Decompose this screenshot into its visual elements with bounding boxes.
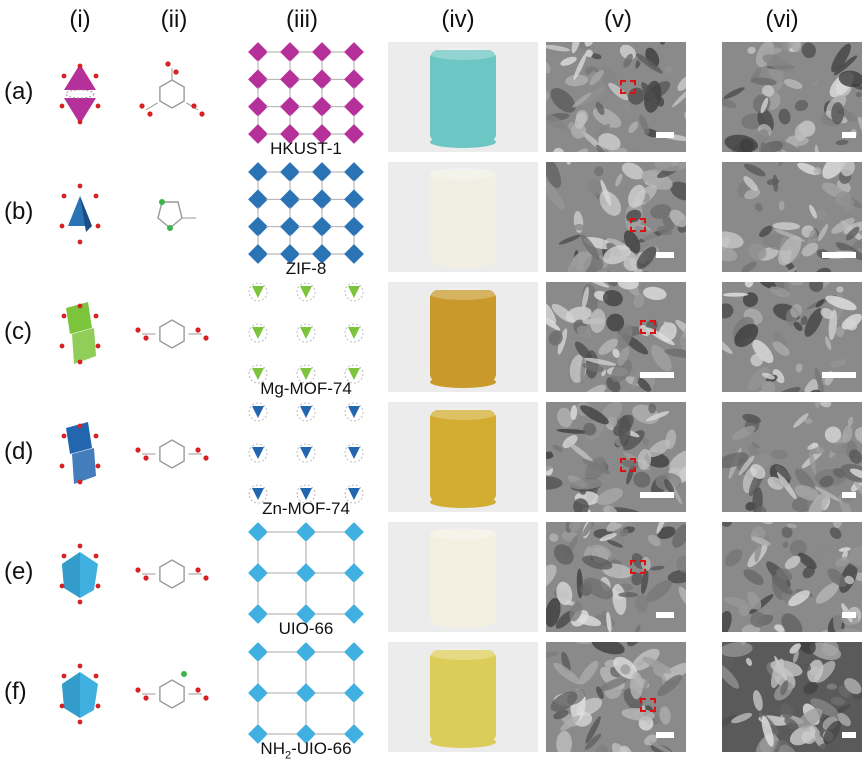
zoom-region-marker [640, 698, 656, 712]
sem-image-low-mag [546, 282, 686, 392]
scale-bar [656, 732, 674, 738]
scale-bar [640, 372, 674, 378]
sem-image-low-mag [546, 162, 686, 272]
row-label: (c) [4, 318, 54, 346]
aerogel-photo [388, 282, 538, 392]
aerogel-photo [388, 42, 538, 152]
row-label: (e) [4, 558, 54, 586]
framework-structure-icon [246, 400, 366, 506]
organic-linker-icon [122, 654, 222, 734]
scale-bar [842, 612, 856, 618]
sem-image-low-mag [546, 402, 686, 512]
sem-image-low-mag [546, 42, 686, 152]
scale-bar [842, 492, 856, 498]
zoom-region-marker [630, 218, 646, 232]
column-header-ii: (ii) [134, 6, 214, 34]
scale-bar [822, 372, 856, 378]
organic-linker-icon [122, 534, 222, 614]
sem-image-high-mag [722, 522, 862, 632]
column-header-v: (v) [578, 6, 658, 34]
metal-node-icon [50, 294, 110, 374]
column-header-iv: (iv) [418, 6, 498, 34]
scale-bar [656, 612, 674, 618]
row-label: (f) [4, 678, 54, 706]
scale-bar [842, 732, 856, 738]
mof-name: HKUST-1 [236, 139, 376, 159]
framework-structure-icon [246, 280, 366, 386]
metal-node-icon [50, 534, 110, 614]
column-header-i: (i) [40, 6, 120, 34]
metal-node-icon [50, 654, 110, 734]
sem-image-low-mag [546, 642, 686, 752]
sem-image-high-mag [722, 42, 862, 152]
organic-linker-icon [122, 54, 222, 134]
column-header-vi: (vi) [742, 6, 822, 34]
organic-linker-icon [122, 414, 222, 494]
aerogel-photo [388, 522, 538, 632]
framework-structure-icon [246, 160, 366, 266]
sem-image-low-mag [546, 522, 686, 632]
row-label: (d) [4, 438, 54, 466]
mof-name: Mg-MOF-74 [236, 379, 376, 399]
mof-name: NH2-UIO-66 [236, 739, 376, 761]
column-header-iii: (iii) [262, 6, 342, 34]
mof-name: Zn-MOF-74 [236, 499, 376, 519]
sem-image-high-mag [722, 162, 862, 272]
zoom-region-marker [640, 320, 656, 334]
framework-structure-icon [246, 520, 366, 626]
aerogel-photo [388, 642, 538, 752]
mof-name: UIO-66 [236, 619, 376, 639]
scale-bar [656, 252, 674, 258]
scale-bar [656, 132, 674, 138]
sem-image-high-mag [722, 402, 862, 512]
sem-image-high-mag [722, 642, 862, 752]
metal-node-icon [50, 174, 110, 254]
row-label: (b) [4, 198, 54, 226]
scale-bar [640, 492, 674, 498]
aerogel-photo [388, 402, 538, 512]
framework-structure-icon [246, 640, 366, 746]
scale-bar [822, 252, 856, 258]
aerogel-photo [388, 162, 538, 272]
sem-image-high-mag [722, 282, 862, 392]
metal-node-icon [50, 54, 110, 134]
zoom-region-marker [620, 80, 636, 94]
organic-linker-icon [122, 174, 222, 254]
zoom-region-marker [630, 560, 646, 574]
scale-bar [842, 132, 856, 138]
framework-structure-icon [246, 40, 366, 146]
mof-name: ZIF-8 [236, 259, 376, 279]
zoom-region-marker [620, 458, 636, 472]
row-label: (a) [4, 78, 54, 106]
metal-node-icon [50, 414, 110, 494]
organic-linker-icon [122, 294, 222, 374]
